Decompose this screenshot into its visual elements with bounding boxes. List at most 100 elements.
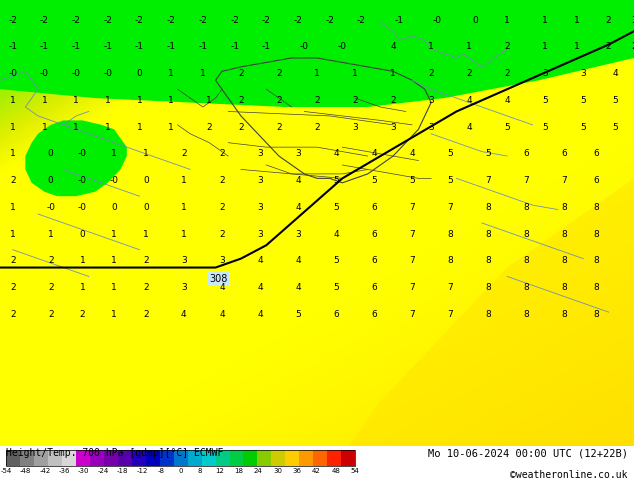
- Bar: [174, 450, 188, 465]
- Text: 5: 5: [447, 149, 453, 158]
- Text: 4: 4: [467, 96, 472, 105]
- Text: 1: 1: [168, 122, 174, 132]
- Text: 4: 4: [219, 310, 224, 319]
- Text: -0: -0: [338, 42, 347, 51]
- Bar: [20, 450, 34, 465]
- Text: Mo 10-06-2024 00:00 UTC (12+22B): Mo 10-06-2024 00:00 UTC (12+22B): [428, 448, 628, 458]
- Text: -1: -1: [395, 16, 404, 24]
- Text: 1: 1: [574, 42, 580, 51]
- Text: 1: 1: [352, 69, 358, 78]
- Text: 3: 3: [295, 149, 301, 158]
- Text: -2: -2: [357, 16, 366, 24]
- Text: -1: -1: [8, 42, 17, 51]
- Text: 1: 1: [181, 203, 187, 212]
- Text: 2: 2: [429, 69, 434, 78]
- Text: 8: 8: [485, 310, 491, 319]
- Text: 308: 308: [210, 274, 228, 284]
- Text: -0: -0: [300, 42, 309, 51]
- Text: 6: 6: [371, 310, 377, 319]
- Text: -1: -1: [167, 42, 176, 51]
- Text: 6: 6: [371, 230, 377, 239]
- Text: 4: 4: [295, 176, 301, 185]
- Bar: [160, 450, 174, 465]
- Text: 2: 2: [10, 310, 15, 319]
- Text: 8: 8: [485, 230, 491, 239]
- Text: -0: -0: [110, 176, 119, 185]
- Bar: [202, 450, 216, 465]
- Text: -1: -1: [72, 42, 81, 51]
- Bar: [6, 450, 20, 465]
- Polygon shape: [0, 0, 634, 107]
- Text: 3: 3: [428, 96, 434, 105]
- Text: 2: 2: [10, 176, 15, 185]
- Text: 2: 2: [505, 69, 510, 78]
- Text: 1: 1: [41, 96, 48, 105]
- Text: 54: 54: [351, 467, 359, 473]
- Text: 5: 5: [612, 96, 618, 105]
- Text: 1: 1: [48, 230, 54, 239]
- Text: -0: -0: [40, 69, 49, 78]
- Text: 1: 1: [79, 283, 86, 292]
- Text: 5: 5: [371, 176, 377, 185]
- Text: 1: 1: [143, 230, 149, 239]
- Text: 8: 8: [485, 256, 491, 266]
- Bar: [132, 450, 146, 465]
- Text: 1: 1: [574, 16, 580, 24]
- Text: 4: 4: [410, 149, 415, 158]
- Text: 3: 3: [580, 69, 586, 78]
- Text: 5: 5: [333, 256, 339, 266]
- Text: -1: -1: [262, 42, 271, 51]
- Text: 3: 3: [219, 256, 225, 266]
- Text: 1: 1: [111, 283, 117, 292]
- Text: -0: -0: [8, 69, 17, 78]
- Text: 1: 1: [504, 16, 510, 24]
- Text: 2: 2: [219, 176, 224, 185]
- Text: -54: -54: [1, 467, 12, 473]
- Text: 1: 1: [181, 176, 187, 185]
- Text: 5: 5: [580, 122, 586, 132]
- Text: 3: 3: [390, 122, 396, 132]
- Text: 8: 8: [561, 230, 567, 239]
- Text: -8: -8: [158, 467, 165, 473]
- Bar: [34, 450, 48, 465]
- Text: 5: 5: [333, 176, 339, 185]
- Text: 7: 7: [561, 176, 567, 185]
- Text: -2: -2: [294, 16, 302, 24]
- Text: 4: 4: [612, 69, 618, 78]
- Text: -42: -42: [39, 467, 51, 473]
- Text: -1: -1: [198, 42, 207, 51]
- Text: 5: 5: [333, 203, 339, 212]
- Text: 2: 2: [143, 256, 148, 266]
- Text: 0: 0: [143, 203, 149, 212]
- Text: 2: 2: [467, 69, 472, 78]
- Text: -2: -2: [72, 16, 81, 24]
- Text: 6: 6: [593, 176, 599, 185]
- Text: 6: 6: [523, 149, 529, 158]
- Text: 7: 7: [523, 176, 529, 185]
- Text: 4: 4: [333, 149, 339, 158]
- Text: -36: -36: [59, 467, 70, 473]
- Text: 2: 2: [10, 256, 15, 266]
- Bar: [230, 450, 243, 465]
- Text: -2: -2: [103, 16, 112, 24]
- Text: 7: 7: [447, 203, 453, 212]
- Text: 1: 1: [200, 69, 206, 78]
- Text: 8: 8: [485, 283, 491, 292]
- Text: 1: 1: [466, 42, 472, 51]
- Text: 1: 1: [111, 230, 117, 239]
- Text: 2: 2: [606, 42, 611, 51]
- Text: 1: 1: [542, 16, 548, 24]
- Text: 5: 5: [409, 176, 415, 185]
- Text: 7: 7: [409, 230, 415, 239]
- Text: 2: 2: [314, 122, 320, 132]
- Text: 3: 3: [542, 69, 548, 78]
- Text: -1: -1: [135, 42, 144, 51]
- Text: 3: 3: [352, 122, 358, 132]
- Text: 4: 4: [181, 310, 186, 319]
- Text: 2: 2: [391, 96, 396, 105]
- Text: -2: -2: [262, 16, 271, 24]
- Text: 8: 8: [523, 203, 529, 212]
- Text: 4: 4: [295, 256, 301, 266]
- Text: 2: 2: [238, 122, 243, 132]
- Bar: [327, 450, 341, 465]
